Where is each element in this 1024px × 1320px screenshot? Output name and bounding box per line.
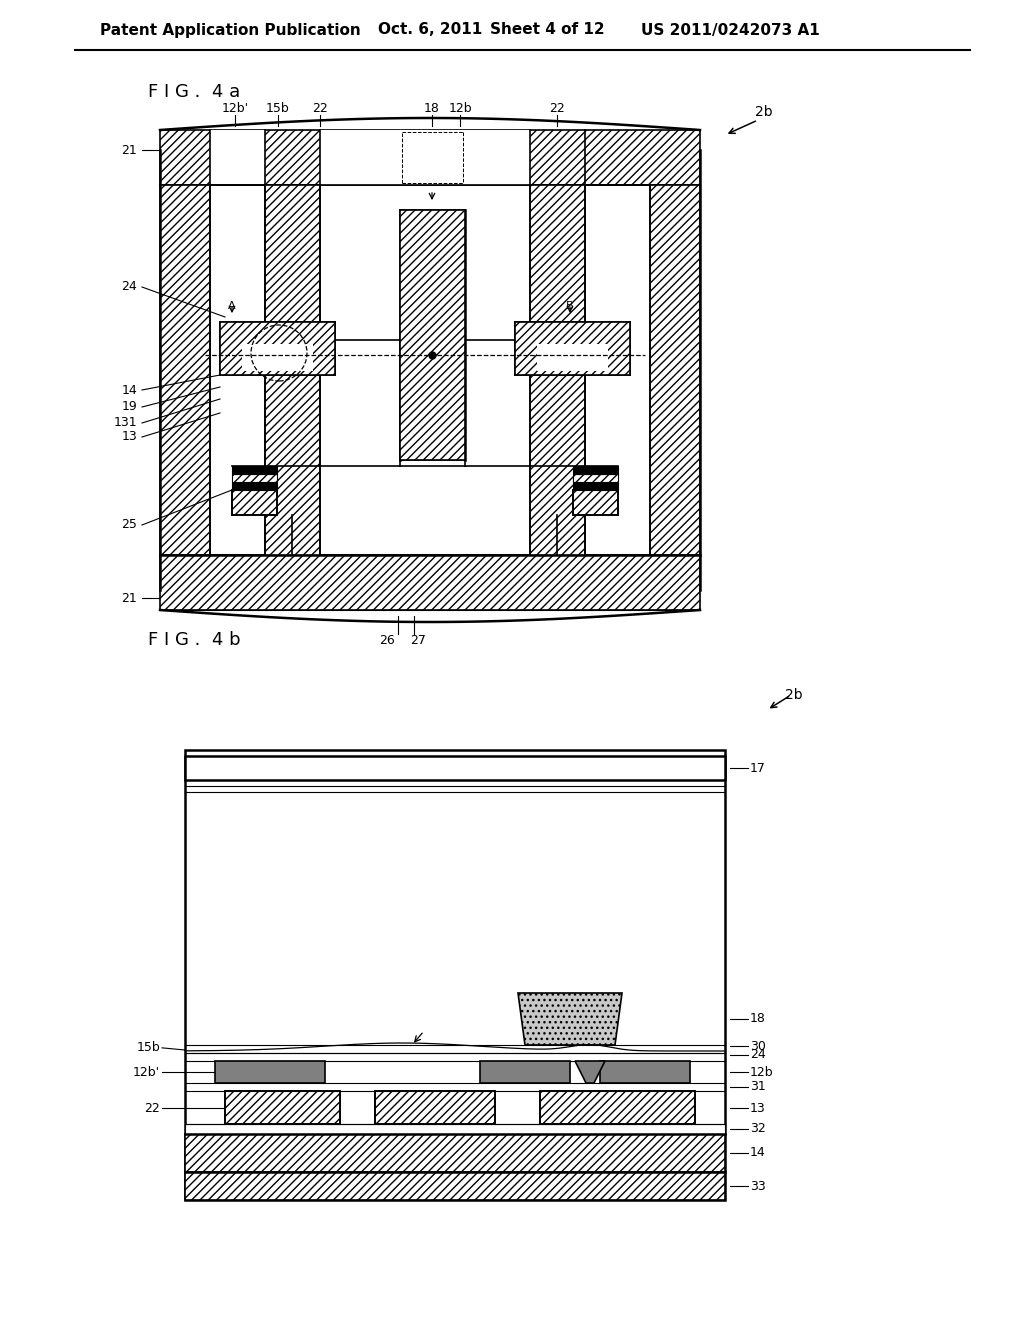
Bar — [225, 1092, 340, 1125]
Text: 2b: 2b — [785, 688, 803, 702]
Bar — [573, 490, 618, 515]
Bar — [540, 1092, 695, 1125]
Text: 30: 30 — [750, 1040, 766, 1052]
Text: 19: 19 — [121, 400, 137, 413]
Bar — [573, 474, 618, 482]
Bar — [160, 185, 210, 554]
Bar — [537, 345, 608, 371]
Bar — [160, 129, 700, 185]
Polygon shape — [518, 993, 622, 1045]
Bar — [375, 1092, 495, 1125]
Text: 14: 14 — [121, 384, 137, 396]
Text: F I G .  4 b: F I G . 4 b — [148, 631, 241, 649]
Bar — [185, 1125, 725, 1134]
Bar — [232, 482, 278, 490]
Bar — [375, 1092, 495, 1125]
Text: 2b: 2b — [755, 106, 773, 119]
Text: 131: 131 — [114, 417, 137, 429]
Text: 14: 14 — [750, 1147, 766, 1159]
Bar — [185, 756, 725, 780]
Text: 15b: 15b — [136, 1041, 160, 1055]
Text: 24: 24 — [121, 281, 137, 293]
Text: US 2011/0242073 A1: US 2011/0242073 A1 — [641, 22, 819, 37]
Text: 13: 13 — [750, 1101, 766, 1114]
Text: 18: 18 — [424, 102, 440, 115]
Text: 12b: 12b — [449, 102, 472, 115]
Text: 33: 33 — [750, 1180, 766, 1192]
Bar — [515, 322, 630, 375]
Bar — [232, 490, 278, 515]
Text: 22: 22 — [312, 102, 328, 115]
Bar — [232, 474, 278, 482]
Bar — [210, 129, 265, 185]
Bar — [185, 1172, 725, 1200]
Text: 15b: 15b — [266, 102, 290, 115]
Bar — [185, 756, 725, 780]
Bar — [265, 322, 335, 341]
Text: F I G .  4 a: F I G . 4 a — [148, 83, 241, 102]
Bar — [160, 554, 700, 610]
Text: Oct. 6, 2011: Oct. 6, 2011 — [378, 22, 482, 37]
Bar — [215, 1061, 325, 1082]
Text: 12b': 12b' — [133, 1065, 160, 1078]
Bar — [265, 185, 319, 554]
Bar — [650, 185, 700, 554]
Text: 26: 26 — [379, 634, 395, 647]
Text: A: A — [228, 301, 236, 312]
Text: B: B — [566, 301, 573, 312]
Text: 25: 25 — [121, 519, 137, 532]
Bar — [530, 185, 585, 554]
Bar — [185, 750, 725, 1200]
Text: 12b: 12b — [750, 1065, 773, 1078]
Bar — [232, 490, 278, 515]
Text: 21: 21 — [121, 144, 137, 157]
Text: Patent Application Publication: Patent Application Publication — [99, 22, 360, 37]
Bar — [220, 322, 335, 375]
Text: 17: 17 — [750, 762, 766, 775]
Bar — [319, 129, 530, 185]
Bar — [232, 466, 278, 474]
Text: 24: 24 — [750, 1048, 766, 1061]
Bar — [573, 466, 618, 474]
Bar — [480, 1061, 570, 1082]
Text: 13: 13 — [121, 430, 137, 444]
Text: 27: 27 — [410, 634, 426, 647]
Text: 32: 32 — [750, 1122, 766, 1135]
Text: 22: 22 — [549, 102, 565, 115]
Bar — [242, 345, 313, 371]
Bar — [400, 210, 465, 459]
Text: 21: 21 — [121, 591, 137, 605]
Polygon shape — [575, 1061, 605, 1082]
Text: 31: 31 — [750, 1081, 766, 1093]
Bar — [573, 482, 618, 490]
Text: Sheet 4 of 12: Sheet 4 of 12 — [489, 22, 604, 37]
Text: 18: 18 — [750, 1012, 766, 1026]
Bar — [185, 1134, 725, 1172]
Bar — [573, 490, 618, 515]
Text: 12b': 12b' — [221, 102, 249, 115]
Bar — [600, 1061, 690, 1082]
Text: 22: 22 — [144, 1101, 160, 1114]
Bar — [515, 322, 585, 341]
Bar — [540, 1092, 695, 1125]
Bar — [225, 1092, 340, 1125]
